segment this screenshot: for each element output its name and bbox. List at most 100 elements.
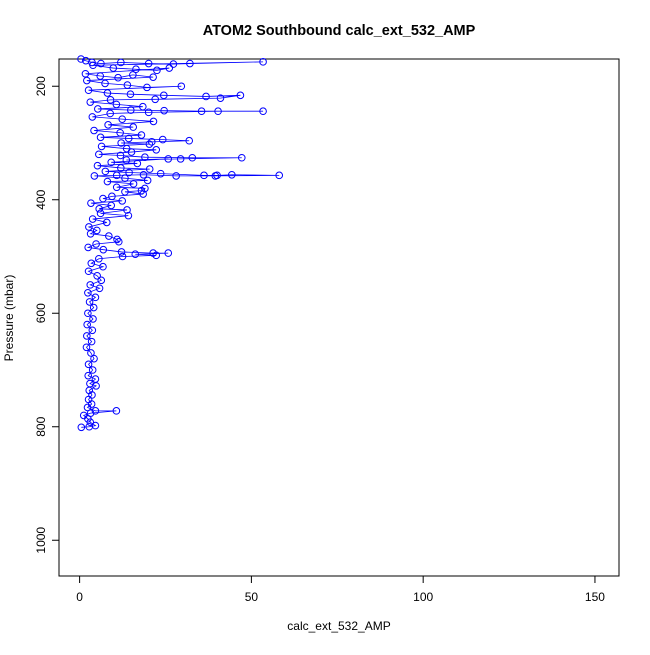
series-point: [97, 142, 106, 151]
series-point: [94, 105, 102, 113]
series-point: [88, 113, 97, 121]
series-point: [117, 58, 125, 67]
series-point: [99, 262, 107, 271]
series-point: [275, 171, 284, 180]
x-tick-label: 50: [245, 590, 259, 604]
series-point: [85, 223, 93, 231]
series-point: [117, 164, 125, 172]
x-axis: 0 50 100 150: [76, 575, 605, 604]
series-point: [95, 205, 103, 213]
series-point: [143, 176, 152, 185]
series-point: [85, 422, 94, 431]
series-point: [116, 128, 124, 137]
series-point: [164, 155, 173, 163]
series-point: [89, 61, 97, 70]
series-point: [116, 151, 125, 160]
series-point: [153, 66, 161, 75]
series-point: [112, 171, 121, 180]
series-point: [88, 326, 97, 335]
series-point: [185, 136, 194, 145]
series-point: [123, 206, 131, 214]
series-point: [83, 332, 91, 340]
chart-title: ATOM2 Southbound calc_ext_532_AMP: [203, 23, 476, 39]
y-axis: 200 400 600 800 1000: [34, 76, 60, 554]
series-point: [99, 194, 107, 203]
series-point: [118, 197, 127, 205]
series-point: [96, 209, 105, 218]
series-point: [125, 168, 133, 177]
series-point: [87, 259, 96, 268]
series-point: [129, 71, 137, 79]
series-point: [160, 106, 168, 115]
series-point: [93, 161, 102, 170]
x-tick-label: 0: [76, 590, 83, 604]
series-point: [90, 126, 98, 135]
series-point: [97, 59, 105, 68]
y-tick-label: 200: [34, 76, 48, 96]
series-point: [84, 243, 92, 252]
series-point: [121, 188, 129, 196]
x-axis-label: calc_ext_532_AMP: [287, 619, 390, 633]
series-point: [117, 139, 125, 147]
series-point: [137, 131, 146, 139]
series-point: [106, 96, 115, 104]
series-point: [152, 251, 161, 260]
series-point: [145, 165, 154, 173]
series-point: [88, 366, 97, 374]
series-point: [77, 55, 85, 63]
series-point: [145, 140, 154, 148]
series-point: [139, 102, 147, 111]
series-point: [139, 190, 147, 198]
series-point: [105, 232, 113, 240]
series-point: [101, 79, 109, 88]
series-point: [126, 90, 135, 98]
series-point: [169, 60, 178, 68]
series-point: [122, 156, 131, 164]
series-point: [91, 293, 100, 302]
series-point: [113, 235, 121, 244]
series-point: [144, 108, 153, 117]
series-point: [106, 109, 114, 118]
series-point: [259, 107, 267, 116]
series-point: [103, 177, 112, 186]
series-point: [92, 240, 100, 248]
series-point: [83, 403, 92, 412]
series-point: [108, 192, 116, 201]
series-point: [86, 98, 95, 106]
series-point: [82, 343, 91, 352]
x-tick-label: 100: [413, 590, 433, 604]
series-point: [114, 73, 122, 82]
series-point: [177, 82, 186, 91]
series-point: [202, 92, 210, 101]
series-point: [165, 64, 174, 72]
series-point: [214, 107, 222, 116]
series-point: [84, 289, 92, 297]
series-point: [109, 64, 118, 72]
series-point: [237, 153, 246, 162]
series-point: [259, 58, 267, 66]
series-point: [86, 229, 95, 238]
series-point: [84, 267, 93, 276]
series-point: [90, 172, 99, 180]
series-point: [103, 89, 112, 97]
series-point: [92, 382, 100, 390]
series-point: [83, 76, 91, 85]
series-point: [87, 337, 96, 346]
series-point: [144, 59, 153, 68]
series-point: [87, 349, 95, 357]
series-point: [95, 284, 104, 293]
series-point: [129, 123, 138, 131]
series-point: [88, 215, 97, 223]
plot-area: [77, 55, 284, 432]
series-point: [114, 237, 123, 246]
series-point: [188, 153, 197, 162]
series-point: [93, 271, 101, 280]
series-point: [85, 298, 94, 306]
series-point: [95, 150, 103, 159]
series-point: [124, 211, 133, 220]
series-point: [84, 309, 92, 318]
series-point: [112, 407, 121, 415]
